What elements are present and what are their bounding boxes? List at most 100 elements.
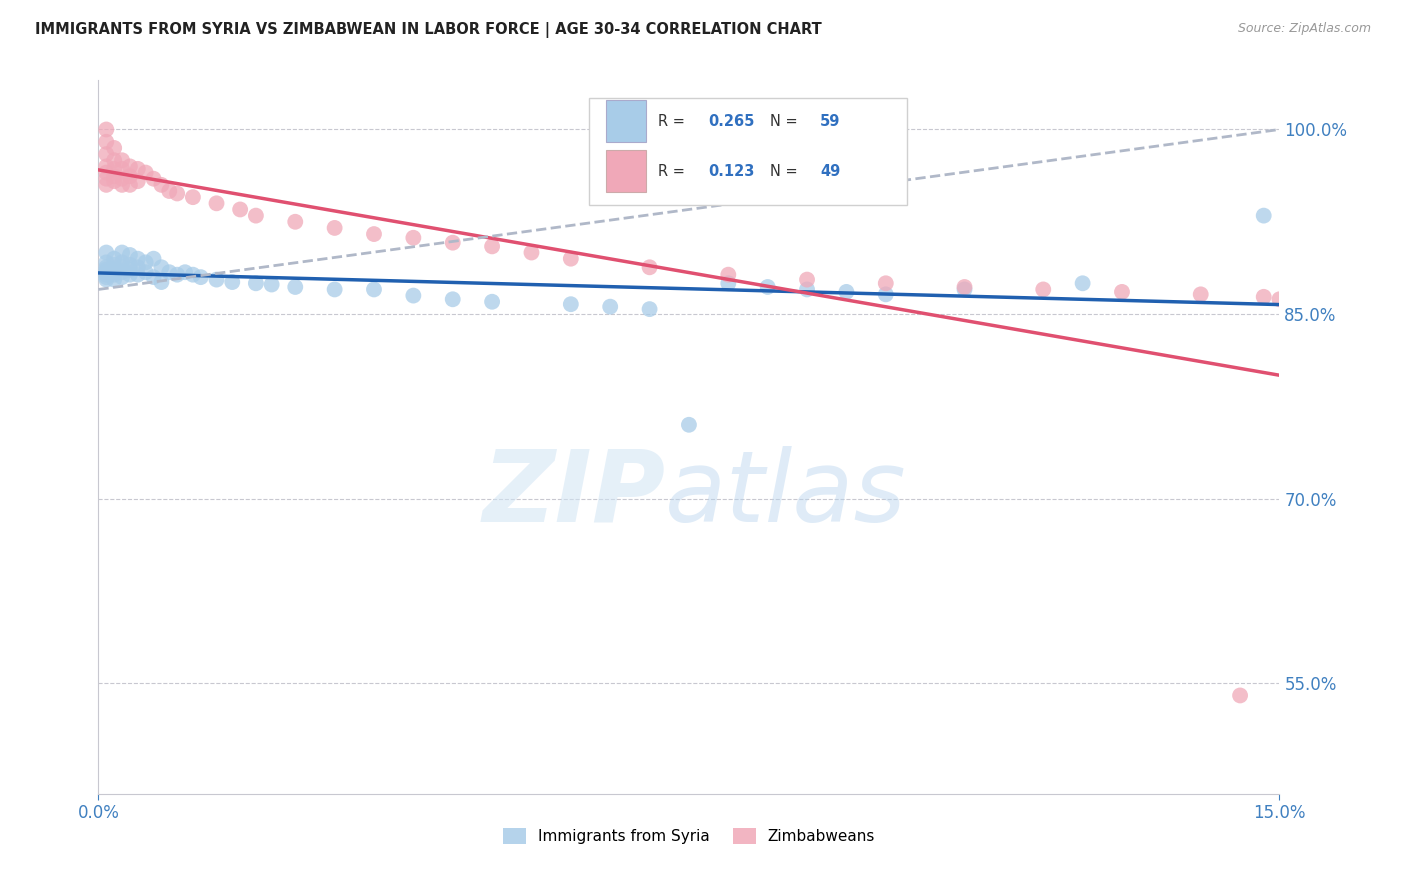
Point xyxy=(796,272,818,286)
Point xyxy=(599,300,621,314)
Point xyxy=(150,260,173,275)
Point xyxy=(284,280,307,294)
Point xyxy=(111,245,134,260)
Point xyxy=(111,153,134,168)
Point xyxy=(441,293,464,307)
Point xyxy=(157,265,180,279)
Point xyxy=(150,275,173,289)
Point xyxy=(717,268,740,282)
Text: R =: R = xyxy=(658,163,690,178)
Text: IMMIGRANTS FROM SYRIA VS ZIMBABWEAN IN LABOR FORCE | AGE 30-34 CORRELATION CHART: IMMIGRANTS FROM SYRIA VS ZIMBABWEAN IN L… xyxy=(35,22,823,38)
Point xyxy=(96,260,118,275)
Point xyxy=(190,270,212,285)
Point xyxy=(118,262,141,277)
Point xyxy=(1268,293,1291,307)
Point xyxy=(953,280,976,294)
Point xyxy=(142,171,165,186)
Point xyxy=(166,268,188,282)
Point xyxy=(142,252,165,266)
Point xyxy=(96,270,118,285)
Point xyxy=(323,221,346,235)
Point xyxy=(229,202,252,217)
Point xyxy=(717,277,740,291)
Point xyxy=(205,272,228,286)
Point xyxy=(135,255,157,269)
FancyBboxPatch shape xyxy=(606,100,647,142)
Point xyxy=(111,171,134,186)
Text: N =: N = xyxy=(770,113,803,128)
Text: ZIP: ZIP xyxy=(482,446,665,542)
Point xyxy=(118,160,141,174)
Point xyxy=(111,260,134,275)
Point xyxy=(363,227,385,241)
Point xyxy=(103,265,125,279)
Point xyxy=(127,252,149,266)
Point xyxy=(103,169,125,184)
Point xyxy=(221,275,243,289)
Point xyxy=(363,282,385,296)
Point xyxy=(402,288,425,302)
Point xyxy=(96,171,118,186)
Point xyxy=(1229,689,1251,703)
Point xyxy=(96,268,118,282)
Point xyxy=(96,245,118,260)
Point xyxy=(1253,290,1275,304)
Point xyxy=(135,165,157,179)
Point xyxy=(135,265,157,279)
Point xyxy=(520,245,543,260)
Point xyxy=(103,258,125,272)
Point xyxy=(103,272,125,286)
Point xyxy=(402,231,425,245)
FancyBboxPatch shape xyxy=(606,150,647,192)
Point xyxy=(181,268,204,282)
Point xyxy=(118,258,141,272)
Point xyxy=(638,260,661,275)
Point xyxy=(441,235,464,250)
Point xyxy=(1111,285,1133,299)
Point xyxy=(756,280,779,294)
Text: R =: R = xyxy=(658,113,690,128)
Point xyxy=(127,260,149,275)
Point xyxy=(103,252,125,266)
Point xyxy=(1253,209,1275,223)
Point xyxy=(835,285,858,299)
Text: 0.123: 0.123 xyxy=(707,163,754,178)
Point xyxy=(96,160,118,174)
Point xyxy=(181,190,204,204)
Point xyxy=(111,265,134,279)
Point xyxy=(150,178,173,192)
Point xyxy=(323,282,346,296)
Point xyxy=(103,161,125,176)
Point xyxy=(111,255,134,269)
Point xyxy=(96,272,118,286)
Point xyxy=(118,169,141,184)
Point xyxy=(284,215,307,229)
Point xyxy=(678,417,700,432)
Text: 49: 49 xyxy=(820,163,841,178)
Point xyxy=(205,196,228,211)
Point xyxy=(96,255,118,269)
Point xyxy=(260,277,283,292)
Point xyxy=(638,302,661,317)
Point xyxy=(96,147,118,161)
Point xyxy=(96,165,118,179)
Text: atlas: atlas xyxy=(665,446,907,542)
Point xyxy=(157,184,180,198)
Legend: Immigrants from Syria, Zimbabweans: Immigrants from Syria, Zimbabweans xyxy=(496,822,882,850)
Point xyxy=(875,287,897,301)
Text: N =: N = xyxy=(770,163,803,178)
Point xyxy=(103,153,125,168)
Point xyxy=(111,178,134,192)
FancyBboxPatch shape xyxy=(589,98,907,205)
Point xyxy=(875,277,897,291)
Point xyxy=(127,174,149,188)
Point xyxy=(166,186,188,201)
Point xyxy=(953,282,976,296)
Point xyxy=(1189,287,1212,301)
Point xyxy=(481,294,503,309)
Point xyxy=(118,248,141,262)
Point xyxy=(481,239,503,253)
Point xyxy=(96,262,118,277)
Point xyxy=(96,265,118,279)
Point xyxy=(142,270,165,285)
